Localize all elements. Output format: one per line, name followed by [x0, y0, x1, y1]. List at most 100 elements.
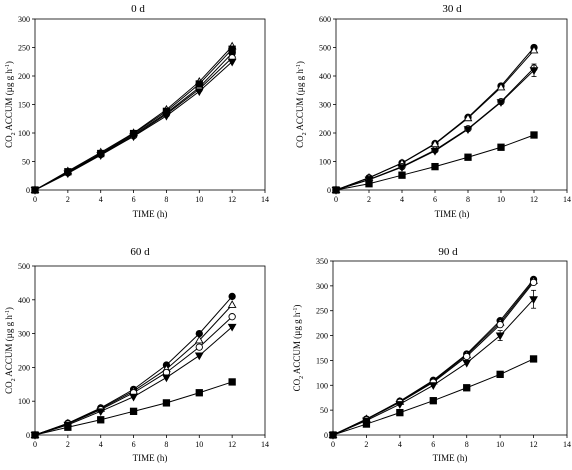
x-axis-title: TIME (h): [433, 453, 468, 463]
x-axis-title: TIME (h): [133, 209, 168, 219]
series-layer: [30, 292, 237, 440]
data-point-triangle-up-open: [194, 335, 204, 344]
data-point-square-filled: [195, 80, 203, 88]
x-tick-label: 2: [66, 440, 70, 449]
x-tick-label: 4: [398, 440, 402, 449]
x-tick-label: 14: [261, 440, 269, 449]
y-tick-label: 100: [18, 129, 30, 138]
data-point-triangle-down-filled: [428, 382, 438, 390]
x-tick-label: 14: [563, 195, 571, 204]
data-point-square-filled: [129, 129, 138, 138]
y-tick-label: 300: [18, 330, 30, 339]
x-tick-label: 8: [465, 440, 469, 449]
x-tick-label: 8: [164, 440, 168, 449]
data-point-square-filled: [496, 370, 504, 378]
data-point-square-filled: [365, 180, 373, 188]
y-tick-label: 300: [319, 101, 331, 110]
x-tick-label: 2: [364, 440, 368, 449]
x-tick-label: 12: [228, 440, 236, 449]
x-tick-label: 2: [367, 195, 371, 204]
data-point-square-filled: [228, 378, 236, 386]
data-point-square-filled: [396, 408, 404, 417]
y-tick-label: 150: [18, 101, 30, 110]
x-tick-label: 10: [496, 440, 504, 449]
data-point-square-filled: [97, 149, 105, 158]
y-tick-label: 0: [327, 186, 331, 195]
x-tick-label: 8: [164, 195, 168, 204]
series-line: [332, 282, 534, 436]
plot-area: [34, 265, 266, 436]
data-point-square-filled: [332, 186, 340, 194]
data-point-triangle-down-filled: [162, 374, 171, 383]
data-point-square-filled: [64, 168, 72, 176]
series-line: [332, 280, 534, 436]
x-tick-label: 0: [334, 195, 338, 204]
y-axis-title: CO2 ACCUM (µg g h-1): [4, 61, 17, 148]
y-tick-label: 0: [324, 431, 328, 440]
data-point-triangle-down-filled: [463, 126, 473, 135]
x-tick-label: 14: [261, 195, 269, 204]
x-tick-label: 6: [132, 195, 136, 204]
x-tick-label: 0: [331, 440, 335, 449]
data-point-square-filled: [228, 45, 236, 53]
x-tick-label: 10: [195, 195, 203, 204]
data-point-triangle-down-filled: [96, 408, 106, 417]
x-tick-label: 6: [431, 440, 435, 449]
data-point-triangle-down-filled: [495, 332, 505, 341]
y-tick-label: 0: [26, 186, 30, 195]
data-point-square-filled: [497, 143, 505, 151]
data-point-triangle-down-filled: [529, 67, 539, 76]
data-point-square-filled: [431, 162, 439, 171]
x-tick-label: 4: [99, 440, 103, 449]
data-point-triangle-down-filled: [194, 352, 204, 361]
panel-title: 60 d: [130, 246, 150, 258]
data-point-triangle-down-filled: [194, 88, 204, 97]
data-point-square-filled: [129, 407, 138, 415]
y-tick-label: 500: [18, 262, 30, 271]
series-line: [332, 279, 534, 436]
axis-ticks: 0 2 4 6 8 10 12 14 0 100 200 300 400 500 600: [319, 15, 571, 204]
y-tick-label: 50: [22, 158, 30, 167]
data-point-square-filled: [162, 107, 171, 115]
data-point-circle-filled: [228, 292, 236, 301]
y-tick-label: 350: [316, 257, 328, 266]
data-point-square-filled: [464, 153, 472, 161]
x-tick-label: 0: [33, 440, 37, 449]
y-tick-label: 100: [18, 397, 30, 406]
y-tick-label: 300: [316, 282, 328, 291]
y-tick-label: 400: [18, 296, 30, 305]
data-point-square-filled: [530, 131, 538, 139]
axis-ticks: 0 2 4 6 8 10 12 14 0 100 200 300 400 500: [18, 262, 269, 449]
x-tick-label: 10: [195, 440, 203, 449]
data-point-square-filled: [97, 416, 105, 424]
data-point-triangle-down-filled: [462, 359, 472, 368]
y-axis-title: CO2 ACCUM (µg g h-1): [4, 307, 17, 394]
y-tick-label: 200: [18, 363, 30, 372]
x-axis-title: TIME (h): [133, 453, 168, 463]
x-tick-label: 12: [530, 195, 538, 204]
data-point-triangle-up-open: [529, 45, 539, 54]
data-point-square-filled: [362, 420, 371, 428]
data-point-square-filled: [31, 431, 39, 439]
y-tick-label: 0: [26, 431, 30, 440]
x-tick-label: 6: [433, 195, 437, 204]
x-tick-label: 10: [497, 195, 505, 204]
data-point-triangle-up-open: [463, 113, 473, 122]
data-point-square-filled: [329, 431, 337, 439]
y-tick-label: 250: [18, 44, 30, 53]
y-tick-label: 100: [319, 158, 331, 167]
series-line: [34, 304, 233, 436]
data-point-square-filled: [195, 389, 203, 397]
axis-ticks: 0 2 4 6 8 10 12 14 0 50 100 150 200 250 300 350: [316, 257, 571, 449]
y-tick-label: 300: [18, 15, 30, 24]
data-point-triangle-up-open: [496, 82, 506, 91]
data-point-circle-open: [463, 352, 471, 361]
y-tick-label: 200: [18, 72, 30, 81]
series-layer: [331, 43, 539, 195]
data-point-circle-open: [228, 313, 236, 321]
y-tick-label: 200: [316, 332, 328, 341]
x-tick-label: 4: [400, 195, 404, 204]
panel-90d: 90 d 0 2 4 6 8 10 12 14 0 50 100 150 200 250 300 350 TI…: [292, 246, 571, 463]
panel-title: 90 d: [438, 246, 458, 258]
data-point-triangle-down-filled: [227, 58, 237, 67]
